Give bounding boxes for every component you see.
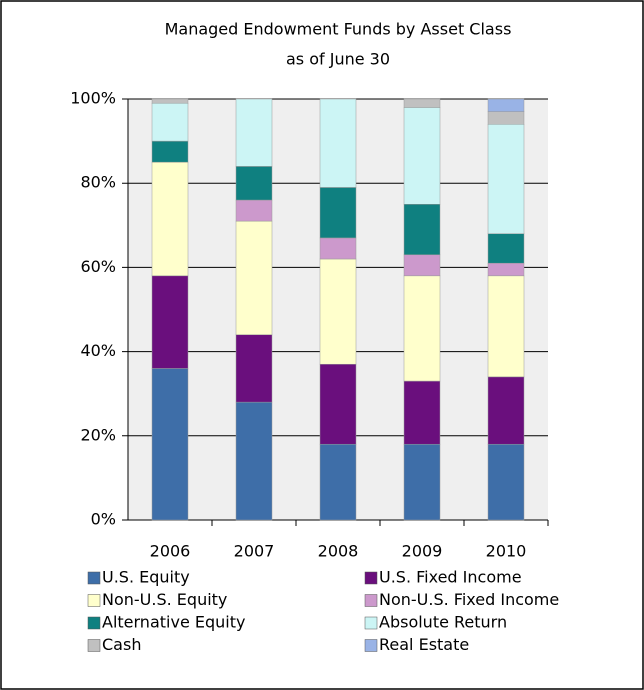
bar-segment <box>487 111 525 125</box>
bar-segment <box>403 107 441 205</box>
bar-segment <box>487 376 525 445</box>
bar-segment <box>487 233 525 264</box>
bar-segment <box>403 254 441 277</box>
bar-segment <box>487 443 525 521</box>
bar-segment <box>151 161 189 277</box>
bar-segment <box>319 187 357 239</box>
bar-segment <box>319 258 357 365</box>
x-tick-label: 2008 <box>318 542 359 561</box>
bar-segment <box>487 98 525 112</box>
y-tick-label: 40% <box>80 341 116 360</box>
bar-segment <box>235 166 273 201</box>
legend-swatch <box>87 571 101 585</box>
bar-segment <box>235 98 273 167</box>
x-tick-label: 2006 <box>150 542 191 561</box>
y-tick-label: 20% <box>80 425 116 444</box>
bar-segment <box>403 275 441 382</box>
legend-swatch <box>364 639 378 652</box>
y-tick-label: 100% <box>70 89 116 108</box>
legend-label: U.S. Equity <box>102 568 190 587</box>
legend-label: Real Estate <box>379 635 469 654</box>
bar-segment <box>151 102 189 142</box>
bar-segment <box>487 275 525 378</box>
legend-swatch <box>364 571 378 585</box>
legend-label: Absolute Return <box>379 613 507 632</box>
bar-segment <box>235 334 273 403</box>
bar-segment <box>151 275 189 369</box>
bar-segment <box>319 98 357 188</box>
x-tick-label: 2009 <box>402 542 443 561</box>
y-tick-label: 80% <box>80 173 116 192</box>
bar-segment <box>403 204 441 256</box>
bar-segment <box>319 237 357 260</box>
legend-swatch <box>87 616 101 630</box>
bar-segment <box>235 220 273 336</box>
y-tick-label: 60% <box>80 257 116 276</box>
chart-title: Managed Endowment Funds by Asset Class <box>165 20 512 39</box>
legend-label: U.S. Fixed Income <box>379 568 522 587</box>
bar-segment <box>151 98 189 104</box>
bar-segment <box>319 363 357 445</box>
y-tick-label: 0% <box>91 510 116 529</box>
bar-segment <box>487 124 525 234</box>
legend-swatch <box>364 594 378 607</box>
bar-segment <box>403 443 441 521</box>
chart-subtitle: as of June 30 <box>286 50 390 69</box>
bar-segment <box>235 199 273 222</box>
legend-swatch <box>364 616 378 630</box>
x-tick-label: 2010 <box>486 542 527 561</box>
legend-label: Alternative Equity <box>102 613 245 632</box>
x-tick-label: 2007 <box>234 542 275 561</box>
bar-segment <box>235 401 273 521</box>
bar-segment <box>403 380 441 445</box>
legend-label: Cash <box>102 635 141 654</box>
bar-segment <box>403 98 441 108</box>
bar-segment <box>319 443 357 521</box>
legend-label: Non-U.S. Equity <box>102 590 227 609</box>
legend-label: Non-U.S. Fixed Income <box>379 590 559 609</box>
bar-segment <box>151 368 189 521</box>
legend-swatch <box>87 639 101 652</box>
legend-swatch <box>87 594 101 607</box>
bar-segment <box>487 262 525 277</box>
bar-segment <box>151 140 189 163</box>
